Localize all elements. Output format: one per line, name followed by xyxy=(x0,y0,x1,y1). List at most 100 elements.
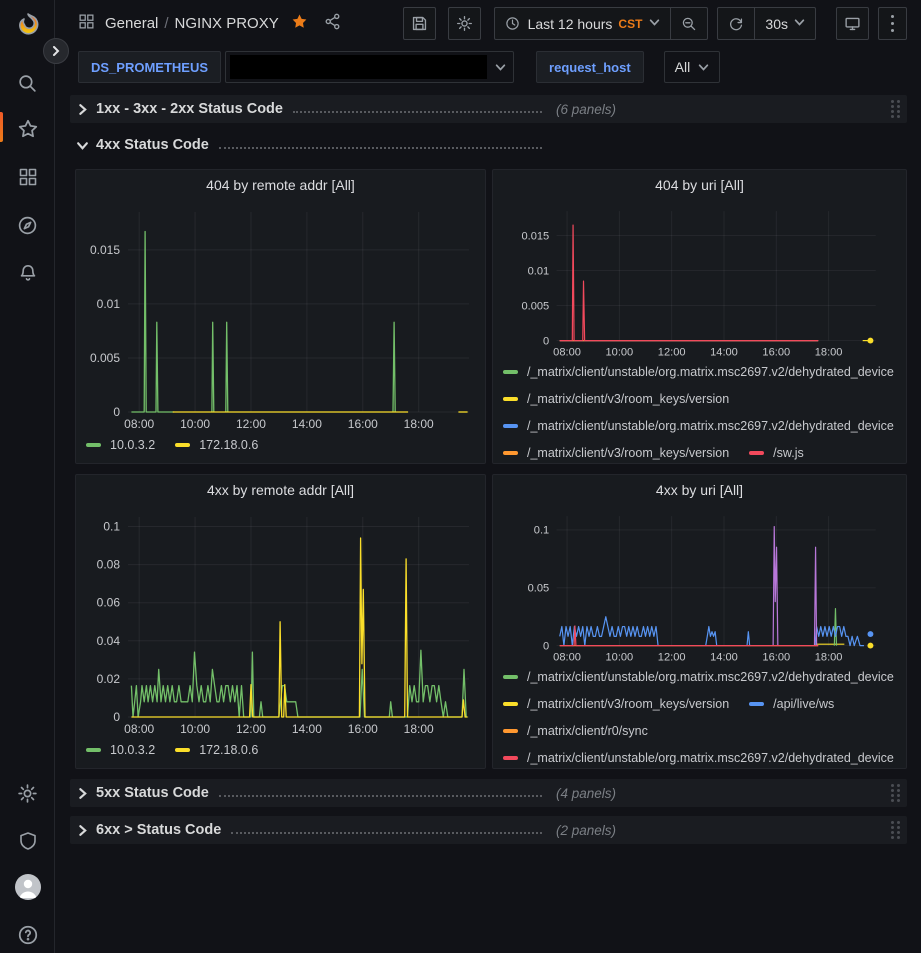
row-drag-handle[interactable] xyxy=(891,100,901,118)
legend-series-label: /_matrix/client/unstable/org.matrix.msc2… xyxy=(527,365,894,380)
legend-item[interactable]: /_matrix/client/unstable/org.matrix.msc2… xyxy=(503,670,894,684)
dashboard-submenu: DS_PROMETHEUS request_host All xyxy=(56,47,921,87)
sidebar-item-configuration[interactable] xyxy=(0,776,55,810)
refresh-interval-label: 30s xyxy=(765,15,788,32)
legend-series-label: 10.0.3.2 xyxy=(110,438,156,452)
legend-row: /_matrix/client/r0/sync xyxy=(503,722,898,740)
legend-series-label: /_matrix/client/v3/room_keys/version xyxy=(527,392,730,407)
breadcrumb-dashboard-title[interactable]: NGINX PROXY xyxy=(174,15,279,32)
svg-text:0.1: 0.1 xyxy=(534,525,549,537)
panel-404-by-remote-addr: 404 by remote addr [All] 0 0.005 0.01 0.015… xyxy=(75,169,486,464)
time-series-chart[interactable]: 0 0.005 0.01 0.015 08:00 10:00 12:00 14:00 16:00… xyxy=(82,200,479,432)
breadcrumb-folder[interactable]: General xyxy=(105,15,159,32)
sidebar-item-alerting[interactable] xyxy=(0,256,55,290)
legend-item[interactable]: /_matrix/client/v3/room_keys/version xyxy=(503,392,729,406)
sidebar-item-profile[interactable] xyxy=(0,870,55,904)
variable-label-request-host[interactable]: request_host xyxy=(536,51,644,83)
dashboards-grid-icon xyxy=(78,13,95,35)
chevron-right-icon xyxy=(76,787,89,800)
row-6xx[interactable]: 6xx > Status Code (2 panels) xyxy=(70,816,907,844)
panel-4xx-by-uri: 4xx by uri [All] 0 0.05 0.1 08:00 10:00 12:00… xyxy=(492,474,907,769)
legend-item[interactable]: 10.0.3.2 xyxy=(86,743,155,757)
legend-series-swatch xyxy=(503,729,518,734)
share-icon[interactable] xyxy=(324,13,341,35)
sidebar-item-help[interactable] xyxy=(0,918,55,952)
legend-series-label: /_matrix/client/unstable/org.matrix.msc2… xyxy=(527,751,894,766)
sidebar-item-dashboards[interactable] xyxy=(0,160,55,194)
open-menu-chevron-button[interactable] xyxy=(43,38,69,64)
svg-text:16:00: 16:00 xyxy=(762,651,790,663)
variable-value-request-host: All xyxy=(674,59,691,75)
panel-title[interactable]: 404 by uri [All] xyxy=(655,177,744,193)
row-5xx[interactable]: 5xx Status Code (4 panels) xyxy=(70,779,907,807)
dotted-leader xyxy=(231,832,542,834)
panel-4xx-by-remote-addr: 4xx by remote addr [All] 0 0.02 0.04 0.06 0.… xyxy=(75,474,486,769)
refresh-button[interactable] xyxy=(718,8,754,39)
legend-series-label: /sw.js xyxy=(773,446,804,461)
panel-legend: 10.0.3.2 172.18.0.6 xyxy=(76,432,485,463)
row-panel-count: (4 panels) xyxy=(556,785,617,801)
sidebar-item-explore[interactable] xyxy=(0,208,55,242)
kebab-menu-button[interactable] xyxy=(878,7,907,40)
row-drag-handle[interactable] xyxy=(891,784,901,802)
row-1xx-3xx-2xx[interactable]: 1xx - 3xx - 2xx Status Code (6 panels) xyxy=(70,95,907,123)
sidebar-item-starred[interactable] xyxy=(0,112,55,146)
search-icon[interactable] xyxy=(0,66,55,100)
legend-row: 10.0.3.2 172.18.0.6 xyxy=(86,741,477,759)
row-drag-handle[interactable] xyxy=(891,821,901,839)
legend-item[interactable]: 172.18.0.6 xyxy=(175,743,258,757)
grafana-logo[interactable] xyxy=(0,9,55,43)
panel-title[interactable]: 4xx by remote addr [All] xyxy=(206,482,355,498)
legend-item[interactable]: /_matrix/client/r0/sync xyxy=(503,724,648,738)
legend-item[interactable]: /_matrix/client/unstable/org.matrix.msc2… xyxy=(503,419,894,433)
legend-series-swatch xyxy=(86,748,101,752)
time-series-chart[interactable]: 0 0.05 0.1 08:00 10:00 12:00 14:00 16:00 18:00 xyxy=(499,505,900,664)
time-series-chart[interactable]: 0 0.005 0.01 0.015 08:00 10:00 12:00 14:00 16:00… xyxy=(499,200,900,359)
panel-title[interactable]: 4xx by uri [All] xyxy=(655,482,744,498)
legend-series-swatch xyxy=(503,756,518,761)
panel-title[interactable]: 404 by remote addr [All] xyxy=(206,177,355,193)
legend-item[interactable]: /_matrix/client/unstable/org.matrix.msc2… xyxy=(503,751,894,765)
legend-row: /_matrix/client/unstable/org.matrix.msc2… xyxy=(503,668,898,686)
legend-item[interactable]: /api/live/ws xyxy=(749,697,834,711)
save-dashboard-button[interactable] xyxy=(402,7,436,40)
cycle-view-mode-button[interactable] xyxy=(836,7,869,40)
svg-text:0.005: 0.005 xyxy=(521,300,549,312)
legend-row: /_matrix/client/v3/room_keys/version/api… xyxy=(503,695,898,713)
dashboard-settings-button[interactable] xyxy=(447,7,481,40)
variable-label-ds-prometheus[interactable]: DS_PROMETHEUS xyxy=(78,51,222,83)
legend-item[interactable]: /_matrix/client/v3/room_keys/version xyxy=(503,446,729,460)
panel-404-by-uri: 404 by uri [All] 0 0.005 0.01 0.015 08:00 10:… xyxy=(492,169,907,464)
chevron-right-icon xyxy=(76,103,89,116)
svg-text:18:00: 18:00 xyxy=(815,651,843,663)
active-section-indicator xyxy=(0,112,3,142)
time-range-picker[interactable]: Last 12 hours CST xyxy=(495,8,671,39)
row-title: 4xx Status Code xyxy=(96,137,209,153)
legend-item[interactable]: 172.18.0.6 xyxy=(175,438,258,452)
legend-item[interactable]: /sw.js xyxy=(749,446,804,460)
svg-text:0.005: 0.005 xyxy=(90,351,120,365)
svg-text:14:00: 14:00 xyxy=(710,346,738,358)
legend-series-label: /_matrix/client/unstable/org.matrix.msc2… xyxy=(527,670,894,685)
legend-series-swatch xyxy=(503,451,518,456)
legend-item[interactable]: /_matrix/client/v3/room_keys/version xyxy=(503,697,729,711)
legend-series-label: /_matrix/client/v3/room_keys/version xyxy=(527,446,730,461)
refresh-interval-picker[interactable]: 30s xyxy=(754,8,815,39)
svg-text:10:00: 10:00 xyxy=(180,722,210,736)
variable-select-request-host[interactable]: All xyxy=(663,51,721,83)
legend-series-label: /_matrix/client/r0/sync xyxy=(527,724,648,739)
variable-select-ds-prometheus[interactable] xyxy=(225,51,515,83)
dotted-leader xyxy=(218,795,542,797)
zoom-out-time-button[interactable] xyxy=(670,8,707,39)
row-panel-count: (6 panels) xyxy=(556,101,617,117)
row-4xx[interactable]: 4xx Status Code xyxy=(70,131,907,159)
legend-row: 10.0.3.2 172.18.0.6 xyxy=(86,436,477,454)
legend-item[interactable]: 10.0.3.2 xyxy=(86,438,155,452)
legend-series-swatch xyxy=(175,748,191,752)
time-series-chart[interactable]: 0 0.02 0.04 0.06 0.08 0.1 08:00 10:00 12:00 14:00… xyxy=(82,505,479,737)
chevron-down-icon xyxy=(495,62,506,73)
favorite-star-icon[interactable] xyxy=(291,13,308,35)
legend-item[interactable]: /_matrix/client/unstable/org.matrix.msc2… xyxy=(503,365,894,379)
sidebar-item-server-admin[interactable] xyxy=(0,824,55,858)
svg-text:16:00: 16:00 xyxy=(348,417,378,431)
